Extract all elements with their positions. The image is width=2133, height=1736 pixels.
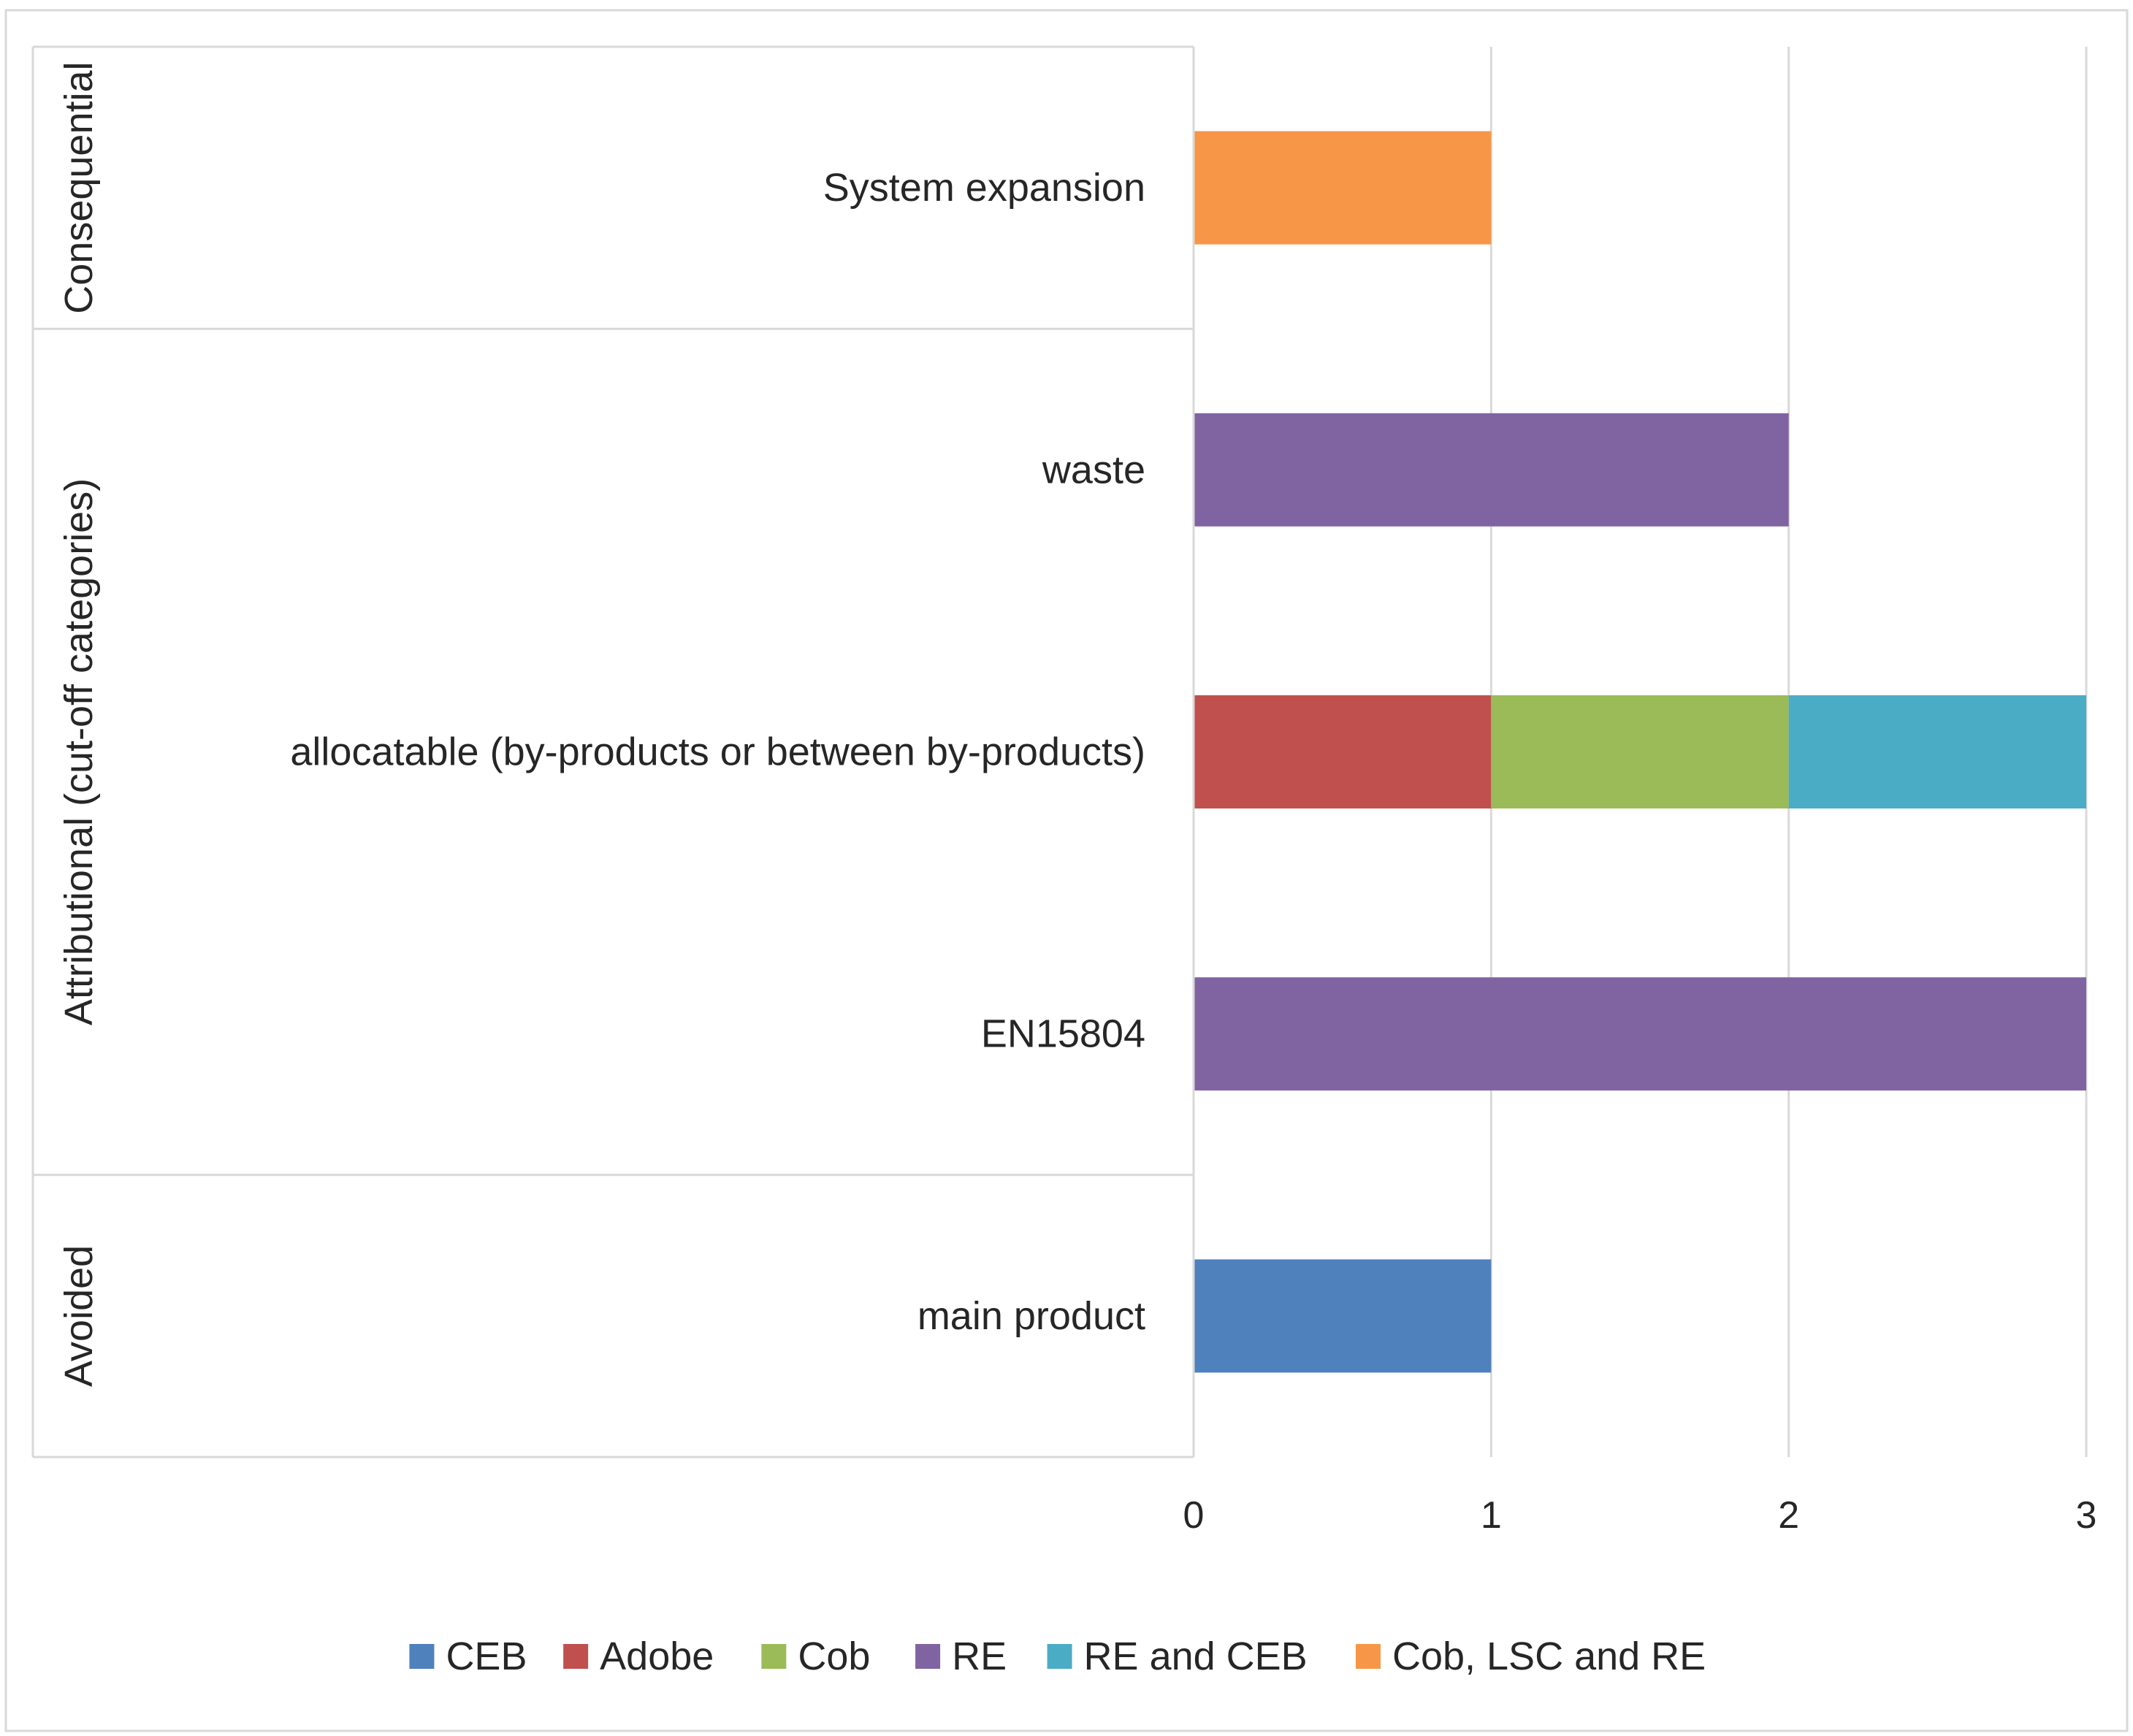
legend-swatch-ceb bbox=[409, 1644, 435, 1669]
legend-swatch-cob bbox=[761, 1644, 787, 1669]
group-label-consequential: Consequential bbox=[57, 61, 101, 313]
legend-label-re-and-ceb: RE and CEB bbox=[1084, 1634, 1308, 1678]
legend: CEB Adobe Cob RE RE and CEB Cob, LSC and RE bbox=[409, 1634, 1706, 1678]
legend-item-ceb[interactable]: CEB bbox=[409, 1634, 527, 1678]
legend-swatch-adobe bbox=[563, 1644, 589, 1669]
legend-item-adobe[interactable]: Adobe bbox=[563, 1634, 714, 1678]
legend-item-re-and-ceb[interactable]: RE and CEB bbox=[1047, 1634, 1308, 1678]
legend-swatch-re bbox=[915, 1644, 941, 1669]
category-label-system-expansion: System expansion bbox=[823, 166, 1145, 210]
legend-swatch-re-and-ceb bbox=[1047, 1644, 1072, 1669]
legend-label-cob-lsc-and-re: Cob, LSC and RE bbox=[1392, 1634, 1706, 1678]
bar-re-en15804 bbox=[1194, 977, 2086, 1091]
bar-cob-lsc-and-re-system-expansion bbox=[1194, 131, 1492, 245]
category-frame bbox=[31, 45, 1195, 1458]
legend-label-adobe: Adobe bbox=[600, 1634, 714, 1678]
bar-re-and-ceb-allocatable-by-products-or-between-by-products bbox=[1788, 695, 2086, 808]
x-tick-label-0: 0 bbox=[1183, 1494, 1205, 1537]
bar-ceb-main-product bbox=[1194, 1259, 1492, 1373]
group-label-avoided: Avoided bbox=[57, 1245, 101, 1387]
category-labels: System expansion waste allocatable (by-pro… bbox=[290, 166, 1145, 1338]
bars bbox=[1194, 131, 2086, 1373]
x-tick-label-1: 1 bbox=[1481, 1494, 1502, 1537]
legend-item-cob[interactable]: Cob bbox=[761, 1634, 870, 1678]
category-label-waste: waste bbox=[1042, 448, 1145, 492]
bar-cob-allocatable-by-products-or-between-by-products bbox=[1491, 695, 1789, 808]
x-tick-label-3: 3 bbox=[2076, 1494, 2097, 1537]
bar-adobe-allocatable-by-products-or-between-by-products bbox=[1194, 695, 1492, 808]
legend-label-ceb: CEB bbox=[446, 1634, 527, 1678]
category-label-en15804: EN15804 bbox=[981, 1012, 1145, 1056]
bar-re-waste bbox=[1194, 413, 1789, 527]
legend-swatch-cob-lsc-and-re bbox=[1355, 1644, 1381, 1669]
legend-item-re[interactable]: RE bbox=[915, 1634, 1007, 1678]
legend-label-cob: Cob bbox=[798, 1634, 870, 1678]
x-tick-labels: 0 1 2 3 bbox=[1183, 1494, 2097, 1537]
legend-label-re: RE bbox=[952, 1634, 1007, 1678]
category-label-main-product: main product bbox=[917, 1294, 1145, 1338]
group-label-attributional-cut-off-categories: Attributional (cut-off categories) bbox=[57, 478, 101, 1025]
category-label-allocatable-by-products-or-between-by-products: allocatable (by-products or between by-p… bbox=[290, 730, 1145, 774]
legend-item-cob-lsc-and-re[interactable]: Cob, LSC and RE bbox=[1355, 1634, 1706, 1678]
group-labels: Consequential Attributional (cut-off cate… bbox=[57, 61, 101, 1387]
chart-border bbox=[4, 9, 2129, 1732]
x-tick-label-2: 2 bbox=[1778, 1494, 1799, 1537]
